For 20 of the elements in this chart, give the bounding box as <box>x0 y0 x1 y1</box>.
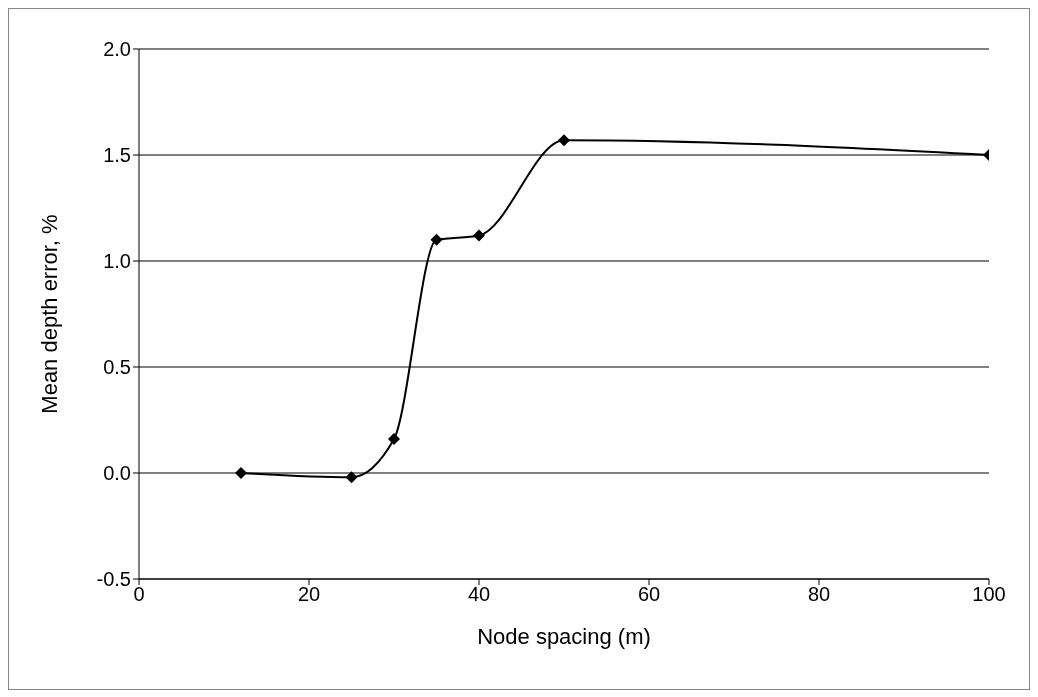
y-tick-label: -0.5 <box>96 568 131 591</box>
point <box>430 233 443 246</box>
x-tick-label: 60 <box>637 583 661 606</box>
point <box>345 471 358 484</box>
y-axis-title: Mean depth error, % <box>36 214 62 414</box>
y-tick-label: 0.5 <box>103 356 131 379</box>
y-tick-label: 0.0 <box>103 462 131 485</box>
x-tick-label: 100 <box>972 583 1006 606</box>
point <box>558 134 570 147</box>
x-tick-label: 80 <box>807 583 831 606</box>
x-axis-title: Node spacing (m) <box>477 624 651 649</box>
point <box>235 467 247 479</box>
x-tick-label: 40 <box>467 583 491 606</box>
x-tick-label: 20 <box>297 583 321 606</box>
y-tick-label: 2.0 <box>103 38 131 61</box>
y-tick-label: 1.0 <box>103 250 131 273</box>
y-tick-label: 1.5 <box>103 144 131 167</box>
point <box>388 433 400 446</box>
point <box>473 229 485 242</box>
x-tick-label: 0 <box>133 583 145 606</box>
